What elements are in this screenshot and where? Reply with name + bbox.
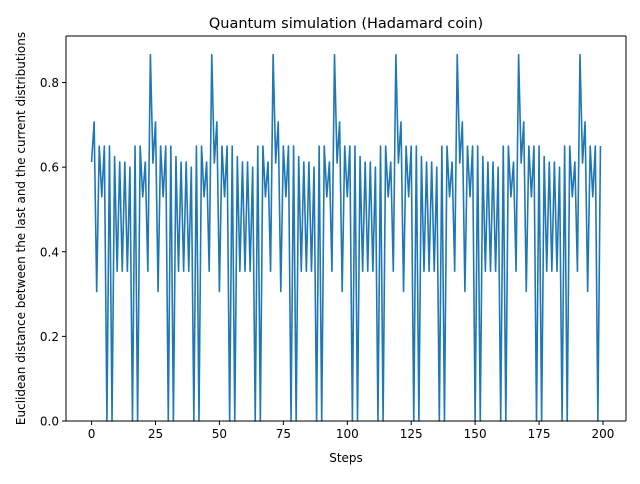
x-tick-label: 0 xyxy=(88,427,96,441)
axes-spines xyxy=(65,35,627,422)
y-tick-label: 0.0 xyxy=(40,415,59,429)
x-tick-label: 125 xyxy=(400,427,423,441)
x-axis-ticks: 0 25 50 75 100 125 150 175 200 xyxy=(88,421,615,441)
y-axis-ticks: 0.0 0.2 0.4 0.6 0.8 xyxy=(40,76,66,429)
x-tick-label: 175 xyxy=(528,427,551,441)
y-tick-label: 0.6 xyxy=(40,161,59,175)
series-group xyxy=(90,53,602,422)
series-line-0 xyxy=(90,53,602,422)
chart-title: Quantum simulation (Hadamard coin) xyxy=(209,16,483,32)
x-tick-label: 100 xyxy=(336,427,359,441)
y-tick-label: 0.8 xyxy=(40,76,59,90)
x-tick-label: 200 xyxy=(592,427,615,441)
x-tick-label: 25 xyxy=(148,427,163,441)
y-axis-label: Euclidean distance between the last and … xyxy=(14,32,28,425)
x-tick-label: 50 xyxy=(212,427,227,441)
x-tick-label: 150 xyxy=(464,427,487,441)
y-tick-label: 0.2 xyxy=(40,330,59,344)
x-tick-label: 75 xyxy=(276,427,291,441)
y-tick-label: 0.4 xyxy=(40,245,59,259)
x-axis-label: Steps xyxy=(329,451,363,465)
